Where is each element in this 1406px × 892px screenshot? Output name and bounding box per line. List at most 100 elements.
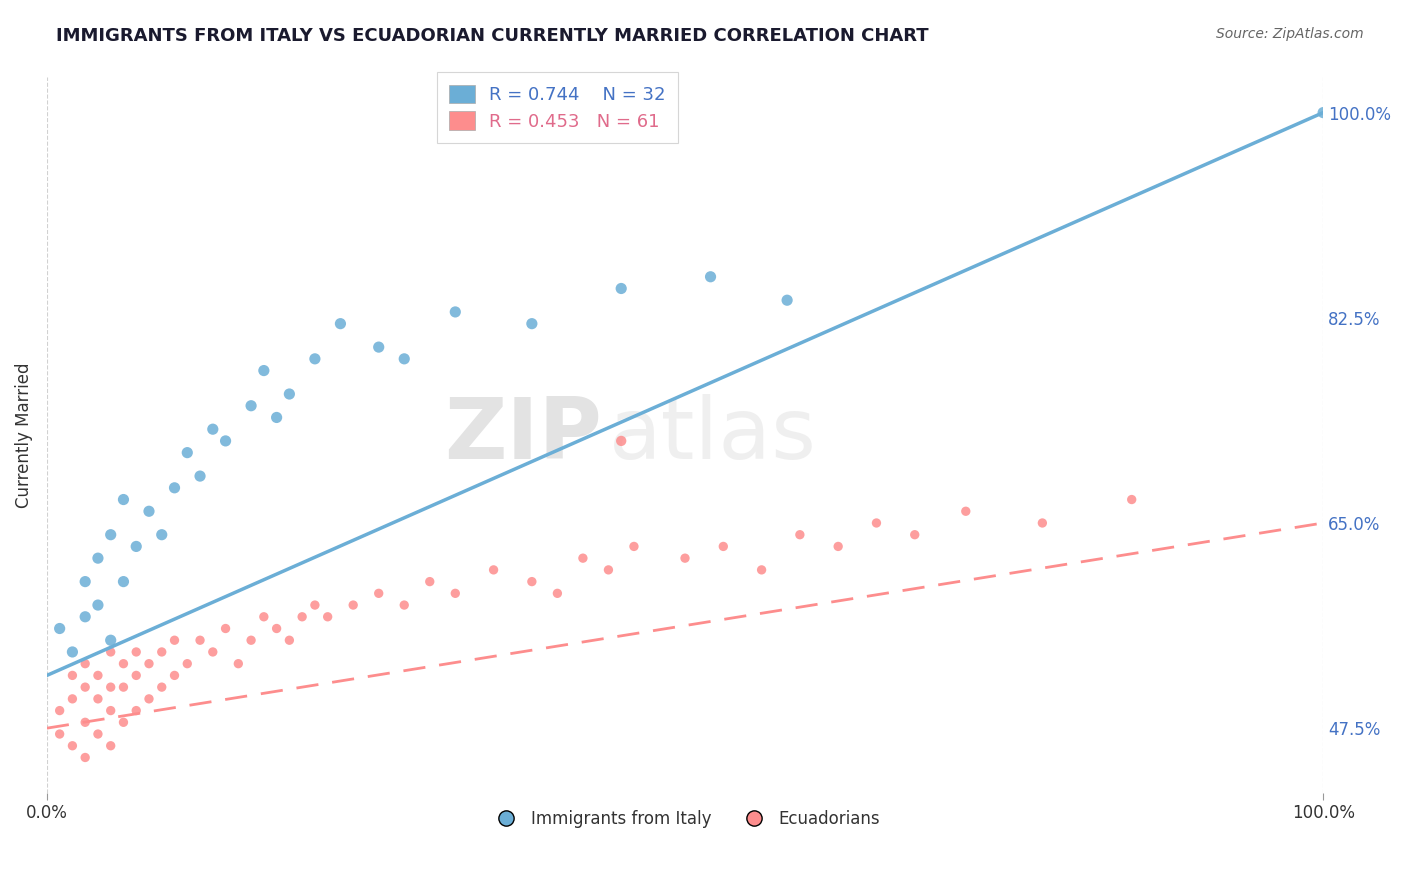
Legend: Immigrants from Italy, Ecuadorians: Immigrants from Italy, Ecuadorians — [484, 803, 887, 834]
Point — [100, 633, 122, 648]
Point — [100, 527, 122, 541]
Point — [520, 574, 543, 589]
Point — [419, 574, 441, 589]
Point — [482, 563, 505, 577]
Point — [1031, 516, 1053, 530]
Point — [253, 363, 276, 377]
Point — [789, 527, 811, 541]
Point — [163, 481, 186, 495]
Point — [610, 281, 633, 295]
Point — [278, 633, 301, 648]
Point — [112, 574, 135, 589]
Text: Source: ZipAtlas.com: Source: ZipAtlas.com — [1216, 27, 1364, 41]
Point — [87, 727, 110, 741]
Point — [138, 657, 160, 671]
Point — [125, 704, 148, 718]
Point — [394, 351, 416, 366]
Point — [62, 668, 84, 682]
Point — [75, 657, 97, 671]
Text: IMMIGRANTS FROM ITALY VS ECUADORIAN CURRENTLY MARRIED CORRELATION CHART: IMMIGRANTS FROM ITALY VS ECUADORIAN CURR… — [56, 27, 929, 45]
Point — [62, 691, 84, 706]
Point — [100, 645, 122, 659]
Point — [623, 540, 645, 554]
Point — [163, 633, 186, 648]
Point — [316, 609, 339, 624]
Point — [214, 434, 236, 448]
Point — [176, 445, 198, 459]
Point — [598, 563, 620, 577]
Point — [1121, 492, 1143, 507]
Point — [75, 680, 97, 694]
Point — [112, 657, 135, 671]
Point — [673, 551, 696, 566]
Point — [367, 586, 389, 600]
Point — [214, 622, 236, 636]
Y-axis label: Currently Married: Currently Married — [15, 362, 32, 508]
Point — [150, 527, 173, 541]
Point — [48, 704, 70, 718]
Point — [112, 492, 135, 507]
Point — [125, 645, 148, 659]
Point — [342, 598, 364, 612]
Point — [100, 739, 122, 753]
Text: ZIP: ZIP — [444, 393, 602, 476]
Point — [266, 410, 288, 425]
Point — [228, 657, 250, 671]
Point — [62, 645, 84, 659]
Point — [138, 691, 160, 706]
Point — [201, 422, 224, 436]
Point — [278, 387, 301, 401]
Point — [75, 715, 97, 730]
Point — [138, 504, 160, 518]
Point — [520, 317, 543, 331]
Point — [150, 680, 173, 694]
Point — [163, 668, 186, 682]
Point — [1312, 105, 1334, 120]
Point — [100, 680, 122, 694]
Text: atlas: atlas — [609, 393, 817, 476]
Point — [75, 609, 97, 624]
Point — [87, 551, 110, 566]
Point — [904, 527, 927, 541]
Point — [304, 351, 326, 366]
Point — [87, 668, 110, 682]
Point — [188, 469, 211, 483]
Point — [394, 598, 416, 612]
Point — [150, 645, 173, 659]
Point — [112, 680, 135, 694]
Point — [87, 691, 110, 706]
Point — [253, 609, 276, 624]
Point — [776, 293, 799, 308]
Point — [176, 657, 198, 671]
Point — [444, 586, 467, 600]
Point — [266, 622, 288, 636]
Point — [100, 704, 122, 718]
Point — [546, 586, 568, 600]
Point — [711, 540, 734, 554]
Point — [329, 317, 352, 331]
Point — [75, 574, 97, 589]
Point — [610, 434, 633, 448]
Point — [751, 563, 773, 577]
Point — [112, 715, 135, 730]
Point — [367, 340, 389, 354]
Point — [291, 609, 314, 624]
Point — [240, 399, 263, 413]
Point — [87, 598, 110, 612]
Point — [304, 598, 326, 612]
Point — [48, 727, 70, 741]
Point — [865, 516, 887, 530]
Point — [125, 540, 148, 554]
Point — [48, 622, 70, 636]
Point — [125, 668, 148, 682]
Point — [201, 645, 224, 659]
Point — [955, 504, 977, 518]
Point — [444, 305, 467, 319]
Point — [62, 739, 84, 753]
Point — [827, 540, 849, 554]
Point — [572, 551, 595, 566]
Point — [699, 269, 721, 284]
Point — [240, 633, 263, 648]
Point — [75, 750, 97, 764]
Point — [188, 633, 211, 648]
